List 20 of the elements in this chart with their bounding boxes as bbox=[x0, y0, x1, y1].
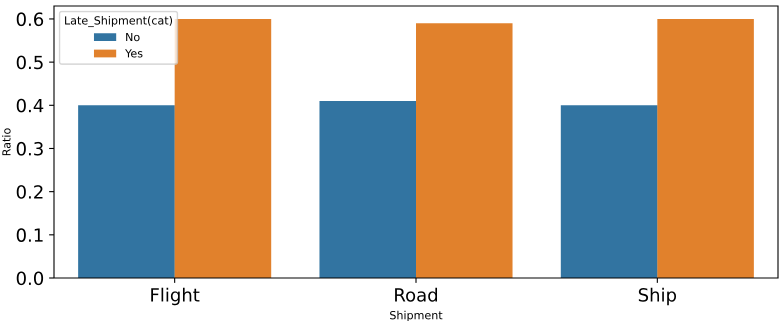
x-tick-label: Road bbox=[395, 288, 438, 302]
legend-label: No bbox=[126, 32, 140, 42]
bar bbox=[560, 105, 658, 278]
legend-title: Late_Shipment(cat) bbox=[65, 16, 172, 28]
y-tick-label: 0.6 bbox=[16, 12, 44, 26]
y-tick-label: 0.4 bbox=[16, 98, 44, 112]
x-tick-label: Flight bbox=[151, 288, 200, 306]
bar bbox=[657, 18, 754, 278]
y-axis-title: Ratio bbox=[2, 128, 11, 156]
y-tick-label: 0.5 bbox=[16, 56, 43, 70]
bar bbox=[174, 18, 272, 278]
bar bbox=[78, 105, 175, 278]
y-tick-label: 0.2 bbox=[16, 185, 42, 199]
y-tick-label: 0.0 bbox=[16, 271, 44, 286]
legend-label: Yes bbox=[125, 49, 142, 58]
bar bbox=[416, 23, 513, 278]
bar bbox=[319, 100, 416, 278]
x-tick-label: Ship bbox=[638, 288, 676, 306]
y-tick-label: 0.3 bbox=[16, 142, 43, 156]
y-tick-label: 0.1 bbox=[16, 228, 43, 242]
